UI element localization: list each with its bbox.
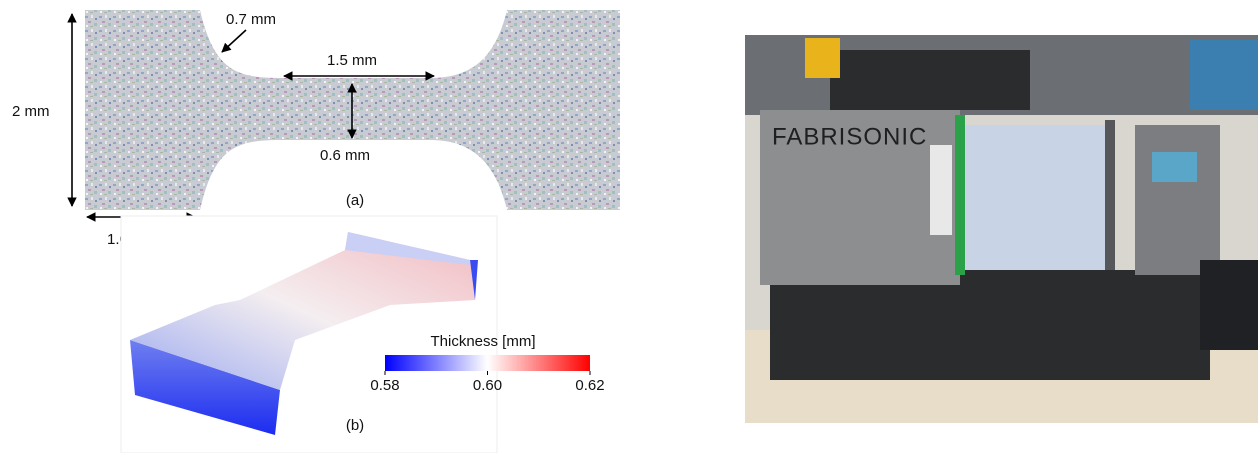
gauge-length-label: 1.5 mm bbox=[327, 52, 377, 69]
height-label: 2 mm bbox=[12, 103, 50, 120]
colorbar-tick-label: 0.60 bbox=[473, 377, 502, 394]
caption-a: (a) bbox=[346, 192, 364, 209]
caption-b: (b) bbox=[346, 417, 364, 434]
machine-photo bbox=[745, 35, 1258, 423]
colorbar-tick-label: 0.58 bbox=[370, 377, 399, 394]
colorbar-gradient bbox=[385, 355, 590, 371]
colorbar-title: Thickness [mm] bbox=[430, 333, 535, 350]
figure: 2 mm 0.7 mm 1.5 mm 0.6 mm (a) 1.05 mm Th… bbox=[0, 0, 1258, 453]
brand-label: FABRISONIC bbox=[772, 123, 927, 150]
colorbar-tick-label: 0.62 bbox=[575, 377, 604, 394]
gauge-width-label: 0.6 mm bbox=[320, 147, 370, 164]
fillet-label: 0.7 mm bbox=[226, 11, 276, 28]
